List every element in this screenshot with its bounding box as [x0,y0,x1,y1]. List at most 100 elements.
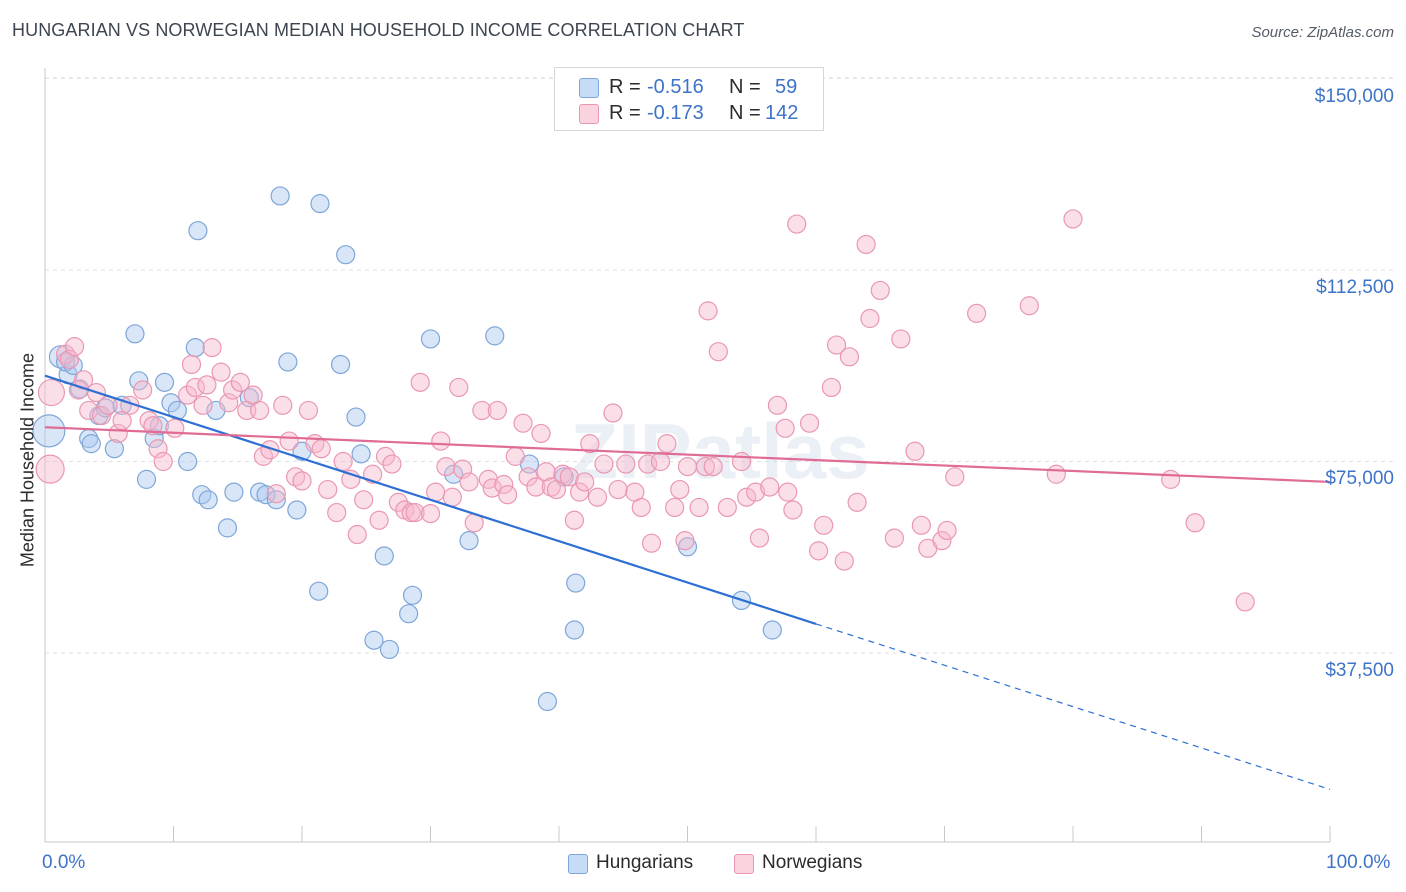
hungarian-point [154,372,175,392]
norwegian-point [587,487,608,507]
hungarian-point [346,407,366,427]
norwegian-point [59,349,80,369]
hungarian-point [287,500,307,520]
norwegian-point [783,500,803,520]
norwegian-point [703,457,723,477]
norwegian-point [178,385,198,405]
norwegian-point [778,482,798,502]
norwegian-point [760,477,780,497]
norwegian-point [559,467,579,487]
norwegian-point [717,497,737,518]
norwegian-point [905,441,925,461]
norwegian-point [541,477,561,497]
hungarian-point [32,414,66,448]
norwegian-point [487,400,507,421]
hungarian-point [309,581,329,601]
norwegian-point [603,403,623,423]
hungarian-point [217,518,238,538]
norwegian-trend-line [44,426,1331,484]
norwegian-point [698,301,718,321]
norwegian-point [1185,513,1205,533]
series-hungarians [32,186,782,712]
norwegian-point [449,377,469,398]
hungarian-point [444,464,464,484]
bottom-legend-swatch-pink [734,854,754,874]
norwegian-point [133,380,153,400]
norwegian-point [580,434,600,454]
norwegian-point [749,528,770,548]
norwegian-point [616,454,636,474]
norwegian-point [223,380,243,400]
norwegian-point [494,474,514,495]
norwegian-point [814,515,834,535]
norwegian-point [260,440,280,460]
bottom-legend-swatch-blue [568,854,588,874]
norwegian-point [839,347,860,367]
y-tick-label: $75,000 [1325,468,1394,489]
norwegian-point [799,413,820,433]
x-tick-label-max: 100.0% [1326,852,1391,873]
norwegian-point [388,492,408,512]
norwegian-point [143,416,163,436]
x-tick-label-min: 0.0% [42,852,86,873]
norwegian-point [1063,209,1083,229]
norwegian-point [369,510,389,530]
hungarian-point [149,416,169,436]
hungarian-point [185,338,205,358]
hungarian-point [762,620,782,640]
norwegian-point [631,497,651,518]
norwegian-point [536,462,556,482]
norwegian-point [932,531,952,551]
norwegian-point [193,395,213,415]
norwegian-point [834,551,854,571]
legend-r-value: -0.516 [647,76,704,98]
norwegian-point [531,423,551,444]
norwegian-point [139,411,159,431]
norwegian-point [148,439,168,459]
norwegian-point [219,393,239,413]
hungarian-point [402,585,423,605]
hungarian-point [278,352,298,372]
series-norwegians [35,209,1255,612]
norwegian-point [884,528,904,548]
hungarian-point [266,490,286,510]
norwegian-point [677,457,698,477]
legend-n-value: 59 [775,76,798,98]
norwegian-point [273,395,293,415]
hungarian-point [564,620,585,640]
norwegian-point [670,479,690,500]
legend-r-label: R = [609,76,641,98]
hungarian-point [256,485,276,505]
hungarian-point [485,326,505,346]
norwegian-point [808,541,829,561]
norwegian-point [327,502,347,523]
hungarian-point [379,639,399,660]
norwegian-point [695,457,716,477]
norwegian-point [197,375,217,395]
norwegian-point [230,372,250,392]
norwegian-point [731,451,752,472]
norwegian-point [505,446,525,466]
norwegian-point [650,451,671,472]
y-tick-label: $150,000 [1314,86,1394,107]
norwegian-point [472,400,492,421]
norwegian-point [318,479,338,500]
norwegian-point [870,280,890,301]
norwegian-point [35,454,65,484]
norwegian-point [1019,296,1039,316]
y-axis-label: Median Household Income [17,352,38,568]
norwegian-point [594,454,614,474]
norwegian-point [64,337,85,357]
norwegian-point [91,405,112,426]
bottom-legend-label: Hungarians [596,852,694,873]
norwegian-point [641,533,662,553]
norwegian-point [311,439,331,459]
hungarian-point [330,354,351,375]
axes [44,68,1331,843]
hungarian-point [336,245,356,265]
norwegian-point [185,377,205,398]
legend-swatch-blue [579,78,599,98]
norwegian-point [79,400,99,421]
norwegian-point [945,467,965,487]
hungarian-point [459,531,479,551]
